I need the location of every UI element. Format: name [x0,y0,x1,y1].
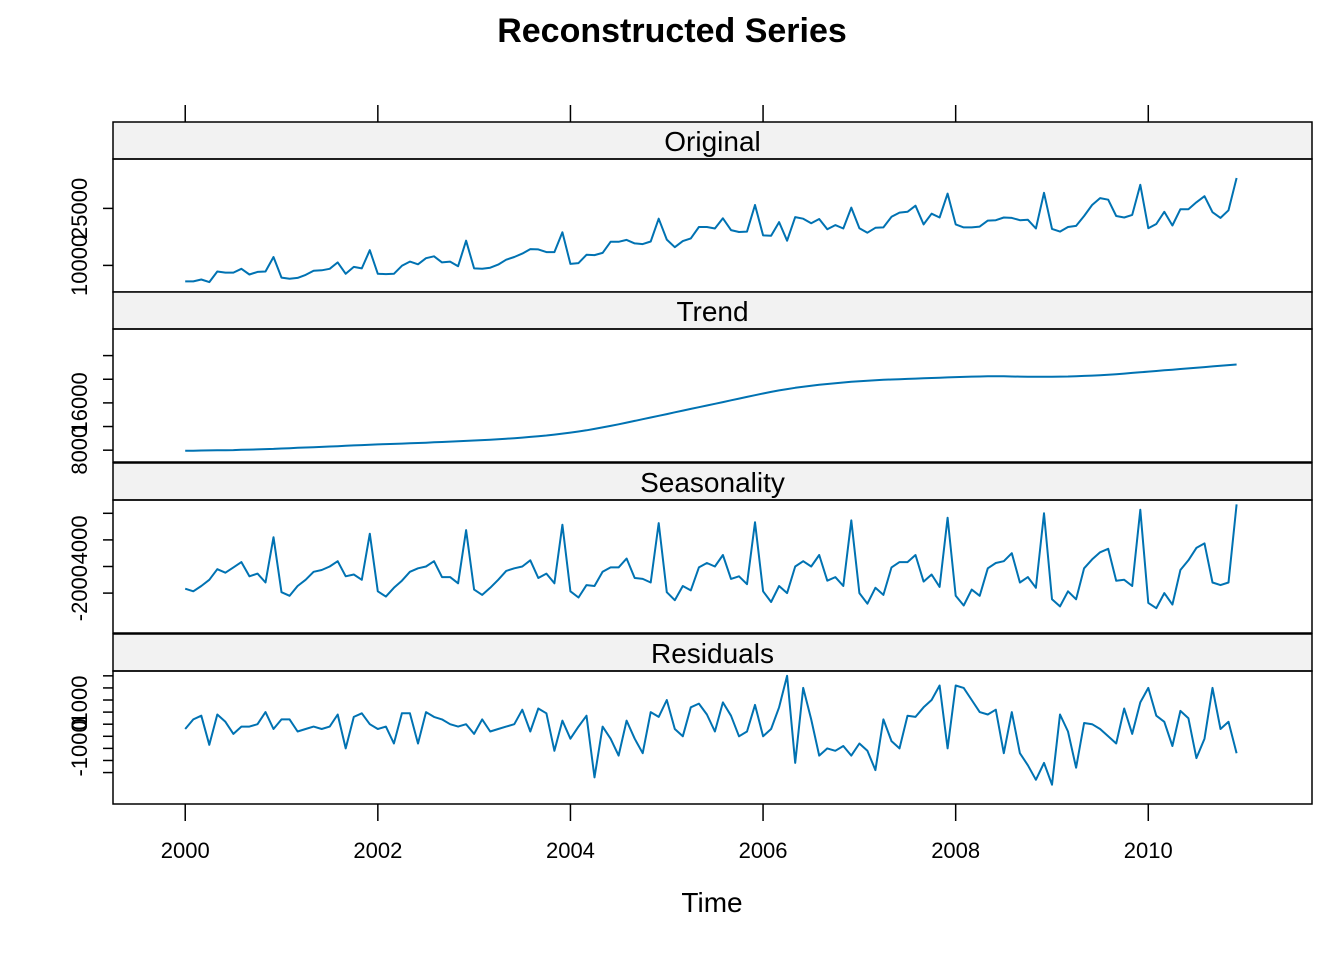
strip-original [112,121,1313,160]
plot-frame-residuals [112,670,1313,805]
y-tick-label: 4000 [67,515,92,564]
plot-frame-trend [112,328,1313,463]
x-tick-label: 2006 [739,838,788,863]
chart-title: Reconstructed Series [497,12,847,50]
x-axis: 2000 2002 2004 2006 2008 2010 [161,105,1173,863]
strip-label-residuals: Residuals [651,638,774,669]
x-tick-label: 2002 [353,838,402,863]
series-line-seasonality [184,504,1238,610]
series-line-original [185,177,1238,284]
y-tick-label: -1000 [67,720,92,776]
y-tick-label: 8000 [67,426,92,475]
x-tick-label: 2008 [931,838,980,863]
plot-frame-original [112,158,1313,293]
y-tick-label: 25000 [67,178,92,239]
strip-trend [112,291,1313,330]
panels-group: Original1000025000Trend800016000Seasonal… [67,121,1313,805]
x-tick-label: 2000 [161,838,210,863]
strip-label-seasonality: Seasonality [640,467,785,498]
x-tick-label: 2004 [546,838,595,863]
strip-label-original: Original [664,126,760,157]
series-line-residuals [184,674,1238,786]
y-tick-label: 10000 [67,235,92,296]
strip-label-trend: Trend [676,296,748,327]
x-axis-title: Time [681,887,742,918]
y-tick-label: 1000 [67,676,92,725]
y-tick-label: 16000 [67,372,92,433]
y-tick-label: 0 [67,718,92,730]
y-tick-label: -2000 [67,565,92,621]
series-line-trend [185,363,1237,452]
x-tick-label: 2010 [1124,838,1173,863]
strip-residuals [112,633,1313,672]
